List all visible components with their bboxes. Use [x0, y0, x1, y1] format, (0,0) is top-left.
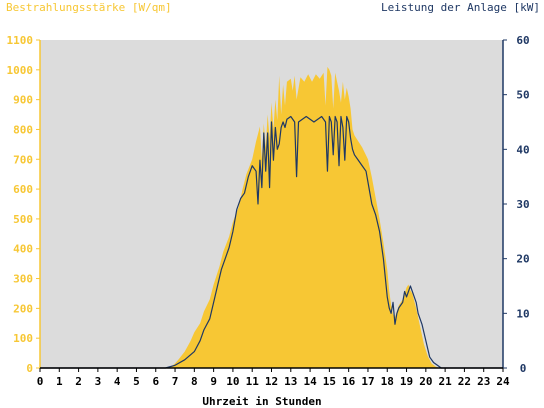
x-tick-label: 10	[226, 375, 239, 388]
left-axis-ticks: 0 100 200 300 400 500 600 700 800 900 1000 1100	[7, 34, 40, 375]
x-tick-label: 22	[458, 375, 471, 388]
x-tick-label: 4	[114, 375, 121, 388]
left-tick-label: 400	[13, 243, 33, 256]
x-tick-label: 7	[172, 375, 179, 388]
x-tick-label: 13	[284, 375, 297, 388]
left-tick-label: 600	[13, 183, 33, 196]
right-tick-label: 0	[520, 362, 527, 375]
x-tick-label: 16	[342, 375, 356, 388]
left-tick-label: 200	[13, 302, 33, 315]
left-tick-label: 700	[13, 153, 33, 166]
left-tick-label: 100	[13, 332, 33, 345]
right-tick-label: 30	[516, 198, 529, 211]
x-tick-label: 9	[210, 375, 217, 388]
x-tick-label: 2	[75, 375, 82, 388]
left-tick-label: 1100	[7, 34, 34, 47]
x-tick-label: 14	[303, 375, 317, 388]
x-tick-label: 6	[152, 375, 159, 388]
right-tick-label: 40	[516, 143, 529, 156]
x-tick-label: 3	[95, 375, 102, 388]
left-tick-label: 800	[13, 123, 33, 136]
x-axis-ticks: 0 1 2 3 4 5 6 7 8 9 10 11 12 13 14 15 16 17 18 19 20 21 22 23 24	[37, 368, 510, 388]
x-tick-label: 15	[323, 375, 336, 388]
x-tick-label: 17	[361, 375, 374, 388]
right-tick-label: 50	[516, 89, 529, 102]
x-tick-label: 21	[439, 375, 453, 388]
right-tick-label: 60	[516, 34, 529, 47]
x-tick-label: 0	[37, 375, 44, 388]
right-axis-ticks: 0 10 20 30 40 50 60	[503, 34, 530, 375]
x-tick-label: 20	[419, 375, 432, 388]
left-tick-label: 300	[13, 273, 33, 286]
x-tick-label: 24	[496, 375, 510, 388]
power-line	[40, 115, 503, 369]
left-tick-label: 500	[13, 213, 33, 226]
left-tick-label: 900	[13, 94, 33, 107]
x-tick-label: 19	[400, 375, 413, 388]
x-tick-label: 8	[191, 375, 198, 388]
power-series	[40, 115, 503, 369]
right-axis-title: Leistung der Anlage [kW]	[381, 1, 540, 14]
x-tick-label: 12	[265, 375, 278, 388]
x-axis-title: Uhrzeit in Stunden	[202, 395, 321, 408]
right-tick-label: 20	[516, 253, 529, 266]
x-tick-label: 23	[477, 375, 490, 388]
x-tick-label: 18	[381, 375, 394, 388]
x-tick-label: 5	[133, 375, 140, 388]
x-tick-label: 11	[246, 375, 260, 388]
left-tick-label: 1000	[7, 64, 34, 77]
x-tick-label: 1	[56, 375, 63, 388]
left-tick-label: 0	[26, 362, 33, 375]
right-tick-label: 10	[516, 307, 529, 320]
left-axis-title: Bestrahlungsstärke [W/qm]	[6, 1, 172, 14]
